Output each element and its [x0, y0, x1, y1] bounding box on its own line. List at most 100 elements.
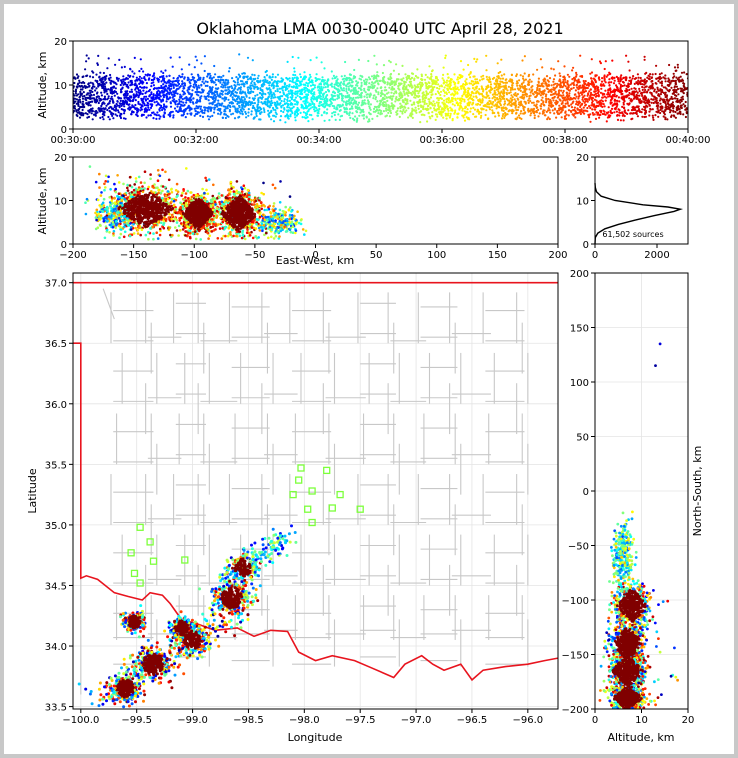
- source-point: [109, 73, 112, 77]
- source-point: [272, 92, 275, 95]
- source-point: [650, 76, 654, 79]
- source-point: [660, 84, 664, 87]
- source-point: [608, 78, 611, 81]
- source-point: [467, 98, 470, 101]
- source-point: [447, 97, 450, 101]
- source-point: [654, 114, 657, 117]
- source-point: [309, 75, 312, 78]
- source-point: [233, 105, 236, 108]
- source-point: [593, 98, 597, 101]
- source-point: [647, 98, 650, 101]
- source-point: [591, 108, 594, 111]
- source-point: [395, 63, 398, 66]
- source-point: [135, 90, 138, 93]
- source-point: [82, 112, 85, 115]
- source-point: [414, 96, 417, 99]
- source-point: [224, 78, 227, 82]
- source-point: [122, 93, 125, 96]
- source-point: [376, 115, 379, 118]
- source-point: [95, 109, 98, 113]
- source-point: [624, 111, 627, 114]
- source-point: [618, 100, 621, 103]
- source-point: [368, 106, 371, 110]
- source-point: [393, 105, 396, 108]
- source-point: [581, 102, 584, 105]
- source-point: [675, 89, 678, 92]
- source-point: [495, 80, 498, 83]
- source-point: [593, 94, 596, 97]
- source-point: [515, 94, 518, 97]
- source-point: [181, 80, 184, 83]
- source-point: [153, 101, 156, 104]
- source-point: [117, 97, 120, 100]
- source-point: [355, 91, 358, 94]
- source-point: [657, 115, 660, 118]
- source-point: [114, 63, 117, 66]
- source-point: [340, 75, 343, 78]
- source-point: [632, 97, 636, 100]
- source-point: [221, 116, 224, 119]
- source-point: [405, 91, 408, 94]
- source-point: [348, 102, 351, 105]
- source-point: [583, 101, 586, 104]
- source-point: [598, 60, 602, 63]
- source-point: [470, 80, 473, 83]
- source-point: [360, 91, 363, 94]
- source-point: [221, 90, 225, 93]
- source-point: [542, 103, 545, 106]
- source-point: [331, 77, 334, 80]
- source-point: [306, 93, 309, 96]
- source-point: [137, 100, 140, 104]
- source-point: [498, 106, 501, 109]
- source-point: [575, 111, 578, 114]
- source-point: [469, 76, 472, 79]
- source-point: [615, 110, 619, 113]
- source-point: [659, 97, 662, 100]
- source-point: [387, 77, 390, 80]
- source-point: [385, 105, 388, 108]
- source-point: [414, 109, 417, 112]
- source-point: [622, 113, 625, 116]
- source-point: [668, 63, 671, 67]
- source-point: [501, 97, 504, 100]
- source-point: [204, 106, 207, 109]
- source-point: [428, 77, 432, 80]
- source-point: [79, 88, 82, 91]
- source-point: [79, 106, 82, 109]
- source-point: [364, 91, 367, 94]
- source-point: [685, 108, 688, 111]
- source-point: [153, 76, 156, 79]
- source-point: [652, 116, 655, 119]
- source-point: [500, 58, 503, 61]
- source-point: [574, 89, 577, 92]
- source-point: [537, 77, 540, 80]
- source-point: [323, 119, 326, 122]
- source-point: [183, 77, 186, 80]
- source-point: [583, 86, 586, 89]
- source-point: [144, 73, 147, 76]
- source-point: [605, 96, 608, 99]
- source-point: [139, 89, 142, 92]
- source-point: [674, 80, 677, 83]
- source-point: [519, 112, 522, 115]
- source-point: [183, 91, 186, 94]
- source-point: [194, 109, 197, 112]
- source-point: [542, 101, 545, 104]
- source-point: [618, 111, 621, 114]
- source-point: [189, 112, 192, 115]
- source-point: [247, 103, 250, 106]
- source-point: [347, 100, 350, 103]
- source-point: [276, 88, 279, 91]
- source-point: [162, 114, 165, 117]
- source-point: [684, 104, 687, 107]
- source-point: [338, 118, 341, 121]
- source-point: [661, 106, 664, 109]
- source-point: [621, 105, 624, 108]
- source-point: [668, 88, 671, 92]
- source-point: [286, 99, 289, 103]
- source-point: [239, 98, 242, 101]
- source-point: [323, 67, 326, 70]
- source-point: [439, 110, 442, 113]
- source-point: [625, 78, 628, 81]
- source-point: [363, 99, 366, 102]
